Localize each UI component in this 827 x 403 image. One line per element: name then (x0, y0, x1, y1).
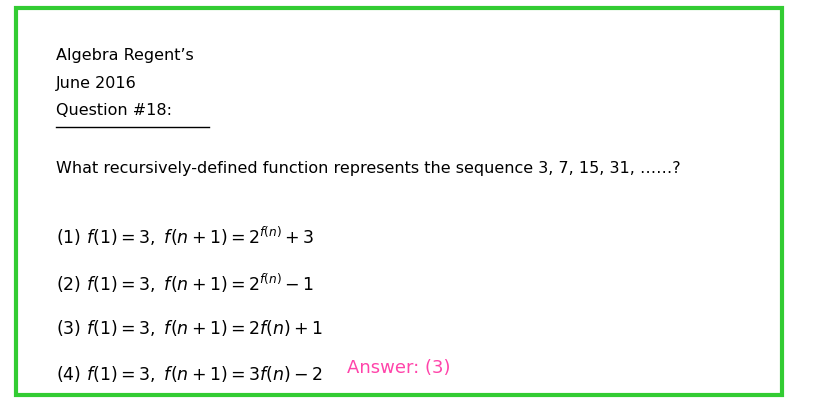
Text: $(2)\ f(1) = 3,\ f(n+1) = 2^{f(n)} - 1$: $(2)\ f(1) = 3,\ f(n+1) = 2^{f(n)} - 1$ (56, 272, 314, 295)
Text: Answer: (3): Answer: (3) (347, 359, 451, 377)
Text: June 2016: June 2016 (56, 76, 136, 91)
Text: Question #18:: Question #18: (56, 103, 172, 118)
Text: Algebra Regent’s: Algebra Regent’s (56, 48, 194, 63)
Text: $(3)\ f(1) = 3,\ f(n+1) = 2f(n) + 1$: $(3)\ f(1) = 3,\ f(n+1) = 2f(n) + 1$ (56, 318, 323, 338)
Text: $(1)\ f(1) = 3,\ f(n+1) = 2^{f(n)} + 3$: $(1)\ f(1) = 3,\ f(n+1) = 2^{f(n)} + 3$ (56, 225, 314, 248)
Text: What recursively-defined function represents the sequence 3, 7, 15, 31, ……?: What recursively-defined function repres… (56, 161, 681, 176)
Text: $(4)\ f(1) = 3,\ f(n+1) = 3f(n) - 2$: $(4)\ f(1) = 3,\ f(n+1) = 3f(n) - 2$ (56, 364, 323, 384)
